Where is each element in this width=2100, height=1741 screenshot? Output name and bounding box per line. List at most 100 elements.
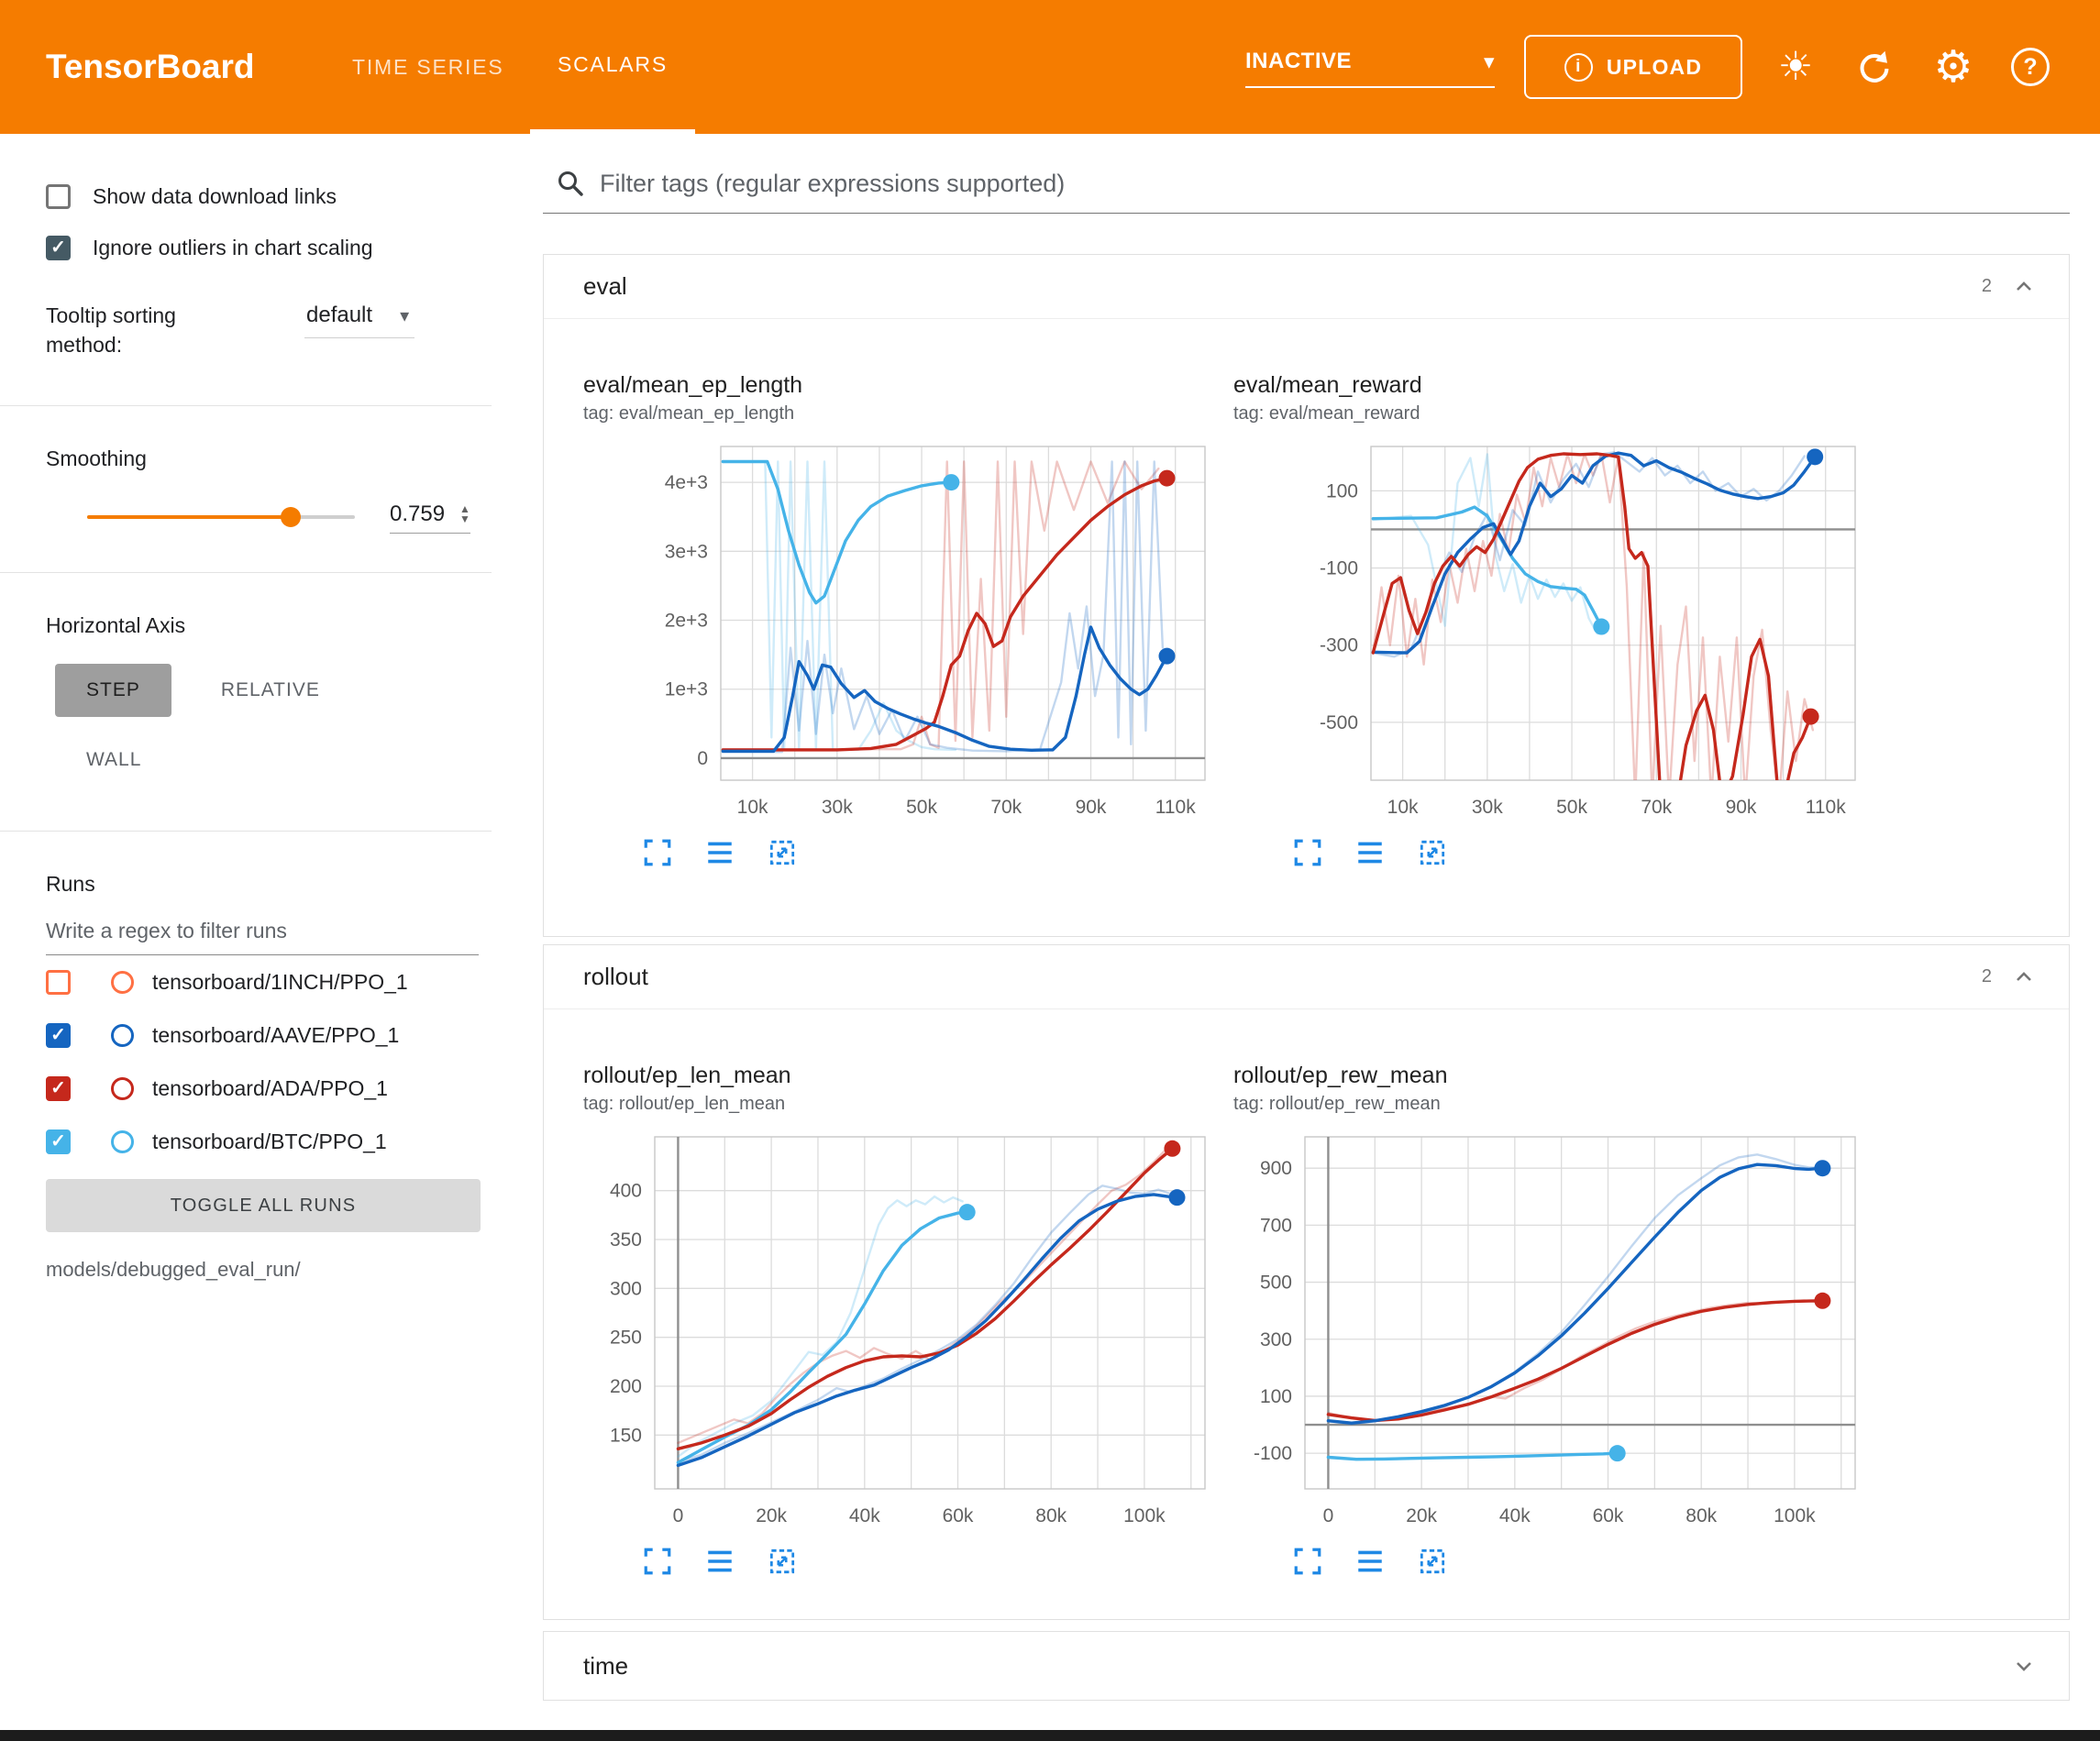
section-title: rollout bbox=[583, 963, 648, 990]
svg-text:70k: 70k bbox=[1641, 797, 1672, 818]
horizontal-axis-buttons: STEP RELATIVE WALL bbox=[0, 664, 385, 787]
ignore-outliers-checkbox[interactable]: ✓ bbox=[46, 235, 71, 260]
expand-chart-icon[interactable] bbox=[642, 837, 673, 868]
runs-list-icon[interactable] bbox=[1354, 1546, 1386, 1577]
smoothing-slider[interactable] bbox=[87, 507, 355, 527]
run-color-circle bbox=[111, 1076, 134, 1100]
run-row-aave[interactable]: ✓ tensorboard/AAVE/PPO_1 bbox=[0, 1008, 543, 1062]
status-dropdown[interactable]: INACTIVE ▾ bbox=[1245, 37, 1495, 88]
svg-text:0: 0 bbox=[673, 1505, 684, 1526]
expand-chart-icon[interactable] bbox=[642, 1546, 673, 1577]
tag-filter-input[interactable] bbox=[600, 170, 2070, 198]
run-row-ada[interactable]: ✓ tensorboard/ADA/PPO_1 bbox=[0, 1062, 543, 1115]
fit-domain-icon[interactable] bbox=[1417, 1546, 1448, 1577]
svg-text:70k: 70k bbox=[990, 797, 1022, 818]
svg-text:20k: 20k bbox=[1406, 1505, 1437, 1526]
line-chart-rollout-ep-rew-mean[interactable]: -100 100 300 500 700 900 0 20k 40k 60k 80k 100k bbox=[1233, 1124, 1875, 1537]
bottom-strip bbox=[0, 1730, 2100, 1741]
toggle-all-runs-button[interactable]: TOGGLE ALL RUNS bbox=[46, 1179, 481, 1232]
tab-time-series[interactable]: TIME SERIES bbox=[352, 54, 504, 79]
expand-chart-icon[interactable] bbox=[1292, 837, 1323, 868]
smoothing-label: Smoothing bbox=[46, 446, 147, 470]
settings-gear-icon[interactable]: ⚙ bbox=[1933, 43, 1973, 92]
stepper-down-icon[interactable]: ▼ bbox=[459, 512, 470, 525]
chart-eval-mean-ep-length: eval/mean_ep_length tag: eval/mean_ep_le… bbox=[583, 369, 1225, 868]
axis-relative-button[interactable]: RELATIVE bbox=[220, 679, 320, 700]
svg-text:700: 700 bbox=[1260, 1215, 1292, 1236]
check-icon: ✓ bbox=[50, 1025, 66, 1045]
line-chart-rollout-ep-len-mean[interactable]: 150 200 250 300 350 400 0 20k 40k 60k 80k 100k bbox=[583, 1124, 1225, 1537]
svg-text:350: 350 bbox=[610, 1229, 642, 1251]
collapse-chevron-up-icon[interactable] bbox=[2010, 964, 2038, 991]
svg-text:900: 900 bbox=[1260, 1158, 1292, 1179]
chart-tag: tag: rollout/ep_len_mean bbox=[583, 1094, 786, 1114]
ignore-outliers-row[interactable]: ✓ Ignore outliers in chart scaling bbox=[0, 222, 543, 273]
run-checkbox[interactable]: ✓ bbox=[46, 969, 71, 995]
svg-text:-100: -100 bbox=[1254, 1443, 1292, 1464]
line-chart-eval-mean-ep-length[interactable]: 0 1e+3 2e+3 3e+3 4e+3 10k 30k 50k 70k 90k 110k bbox=[583, 434, 1225, 828]
upload-button[interactable]: i UPLOAD bbox=[1524, 35, 1742, 99]
run-color-circle bbox=[111, 970, 134, 994]
runs-base-path: models/debugged_eval_run/ bbox=[46, 1258, 301, 1281]
run-row-1inch[interactable]: ✓ tensorboard/1INCH/PPO_1 bbox=[0, 955, 543, 1008]
svg-text:110k: 110k bbox=[1806, 797, 1846, 818]
collapse-chevron-down-icon[interactable] bbox=[2010, 1652, 2038, 1680]
chart-tag: tag: eval/mean_ep_length bbox=[583, 403, 795, 424]
chevron-down-icon: ▾ bbox=[400, 305, 410, 326]
refresh-icon[interactable] bbox=[1849, 41, 1900, 93]
axis-step-button[interactable]: STEP bbox=[55, 664, 171, 717]
section-header-rollout[interactable]: rollout 2 bbox=[544, 945, 2069, 1009]
chart-rollout-ep-rew-mean: rollout/ep_rew_mean tag: rollout/ep_rew_… bbox=[1233, 1060, 1875, 1577]
svg-text:400: 400 bbox=[610, 1181, 642, 1202]
svg-text:10k: 10k bbox=[737, 797, 768, 818]
settings-sidebar: ✓ Show data download links ✓ Ignore outl… bbox=[0, 134, 543, 1730]
show-download-links-label: Show data download links bbox=[93, 183, 337, 208]
run-label: tensorboard/BTC/PPO_1 bbox=[152, 1129, 387, 1153]
runs-list-icon[interactable] bbox=[704, 1546, 735, 1577]
runs-filter-input[interactable] bbox=[46, 919, 479, 943]
svg-text:30k: 30k bbox=[822, 797, 853, 818]
svg-text:90k: 90k bbox=[1076, 797, 1107, 818]
run-checkbox[interactable]: ✓ bbox=[46, 1022, 71, 1048]
section-title: eval bbox=[583, 272, 627, 300]
tab-scalars[interactable]: SCALARS bbox=[530, 0, 695, 134]
stepper-up-icon[interactable]: ▲ bbox=[459, 501, 470, 515]
expand-chart-icon[interactable] bbox=[1292, 1546, 1323, 1577]
charts-row: rollout/ep_len_mean tag: rollout/ep_len_… bbox=[544, 1009, 2069, 1577]
chart-tag: tag: eval/mean_reward bbox=[1233, 403, 1420, 424]
svg-text:110k: 110k bbox=[1155, 797, 1196, 818]
runs-list-icon[interactable] bbox=[1354, 837, 1386, 868]
chart-actions bbox=[1292, 1546, 1875, 1577]
line-chart-eval-mean-reward[interactable]: 100 -100 -300 -500 10k 30k 50k 70k 90k 110k bbox=[1233, 434, 1875, 828]
show-download-links-checkbox[interactable]: ✓ bbox=[46, 183, 71, 209]
section-header-time[interactable]: time bbox=[544, 1632, 2069, 1700]
svg-text:100k: 100k bbox=[1774, 1505, 1816, 1526]
run-checkbox[interactable]: ✓ bbox=[46, 1075, 71, 1101]
tooltip-sorting-dropdown[interactable]: default ▾ bbox=[304, 301, 415, 338]
smoothing-value-input[interactable] bbox=[390, 501, 459, 527]
divider bbox=[0, 831, 492, 832]
ignore-outliers-label: Ignore outliers in chart scaling bbox=[93, 235, 373, 259]
smoothing-slider-thumb[interactable] bbox=[280, 507, 301, 527]
chart-title: rollout/ep_len_mean bbox=[583, 1063, 791, 1088]
fit-domain-icon[interactable] bbox=[767, 1546, 798, 1577]
collapse-chevron-up-icon[interactable] bbox=[2010, 273, 2038, 301]
svg-text:250: 250 bbox=[610, 1328, 642, 1349]
divider bbox=[0, 405, 492, 406]
svg-text:500: 500 bbox=[1260, 1273, 1292, 1294]
svg-text:200: 200 bbox=[610, 1376, 642, 1397]
help-icon[interactable]: ? bbox=[2005, 41, 2056, 93]
runs-list-icon[interactable] bbox=[704, 837, 735, 868]
fit-domain-icon[interactable] bbox=[1417, 837, 1448, 868]
svg-text:100: 100 bbox=[1260, 1386, 1292, 1407]
section-card-rollout: rollout 2 rollout/ep_len_mean tag: rollo… bbox=[543, 944, 2070, 1620]
run-checkbox[interactable]: ✓ bbox=[46, 1129, 71, 1154]
axis-wall-button[interactable]: WALL bbox=[86, 749, 142, 770]
run-row-btc[interactable]: ✓ tensorboard/BTC/PPO_1 bbox=[0, 1115, 543, 1168]
section-header-eval[interactable]: eval 2 bbox=[544, 255, 2069, 319]
fit-domain-icon[interactable] bbox=[767, 837, 798, 868]
stepper[interactable]: ▲ ▼ bbox=[459, 501, 470, 525]
brightness-icon[interactable]: ☀ bbox=[1777, 45, 1814, 89]
show-download-links-row[interactable]: ✓ Show data download links bbox=[0, 171, 543, 222]
